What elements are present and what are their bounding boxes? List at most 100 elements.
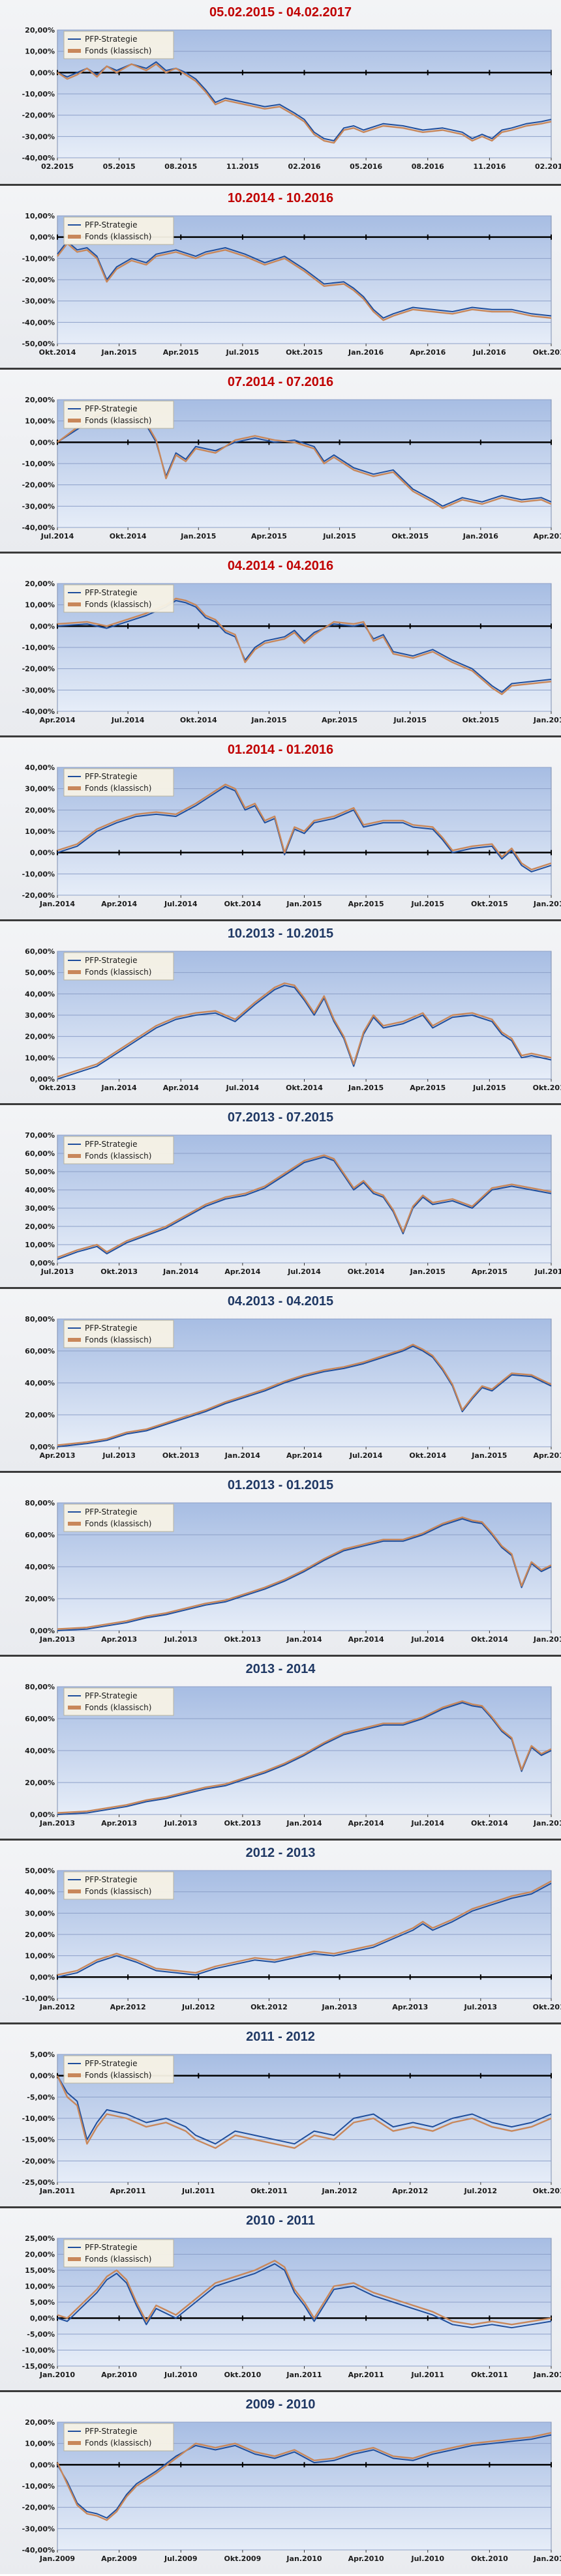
x-tick-label: Jul.2014 — [164, 900, 198, 908]
y-tick-label: 0,00% — [30, 1811, 55, 1819]
y-tick-label: 40,00% — [25, 990, 55, 998]
y-tick-label: -10,00% — [22, 460, 55, 468]
chart-svg: 50,00% 40,00% 30,00% 20,00% 10,00% 0,00% -10,0… — [22, 1867, 561, 2011]
y-tick-label: -5,00% — [27, 2330, 55, 2339]
x-tick-label: Jan.2010 — [286, 2554, 322, 2563]
x-tick-label: 08.2016 — [412, 162, 444, 171]
x-tick-label: Jan.2011 — [39, 2187, 75, 2195]
chart-title: 04.2014 - 04.2016 — [227, 559, 334, 573]
x-tick-label: Jan.2014 — [101, 1084, 137, 1092]
y-tick-label: -20,00% — [22, 2157, 55, 2165]
legend-label: Fonds (klassisch) — [85, 1519, 151, 1528]
x-tick-label: Jan.2015 — [250, 716, 286, 724]
y-tick-label: 10,00% — [25, 417, 55, 426]
legend-box — [63, 216, 174, 245]
chart-title: 10.2014 - 10.2016 — [227, 191, 334, 205]
x-tick-label: Jul.2009 — [164, 2554, 198, 2563]
series-line — [57, 1880, 552, 1976]
x-tick-label: Jul.2012 — [181, 2003, 215, 2011]
x-tick-label: Jul.2014 — [111, 716, 145, 724]
y-tick-label: 10,00% — [25, 601, 55, 610]
x-tick-label: Jan.2014 — [286, 1819, 322, 1828]
x-tick-label: Jan.2015 — [101, 348, 137, 357]
y-tick-label: -10,00% — [22, 254, 55, 263]
legend-label: PFP-Strategie — [85, 588, 137, 597]
x-tick-label: Apr.2016 — [410, 348, 446, 357]
y-tick-label: 10,00% — [25, 212, 55, 220]
x-tick-label: Okt.2013 — [162, 1451, 200, 1460]
series-line — [57, 982, 552, 1078]
y-tick-label: -40,00% — [22, 524, 55, 532]
x-tick-label: Apr.2010 — [101, 2371, 137, 2379]
x-tick-label: Jan.2015 — [533, 1635, 561, 1644]
y-tick-label: 40,00% — [25, 763, 55, 772]
y-tick-label: 20,00% — [25, 1779, 55, 1787]
chart-title: 2010 - 2011 — [246, 2213, 315, 2228]
y-tick-label: 20,00% — [25, 1033, 55, 1041]
y-tick-label: 0,00% — [30, 1973, 55, 1981]
x-tick-label: Okt.2014 — [471, 1635, 508, 1644]
y-tick-label: 10,00% — [25, 2440, 55, 2448]
y-tick-label: 60,00% — [25, 947, 55, 956]
y-tick-label: 0,00% — [30, 233, 55, 242]
x-tick-label: Jan.2011 — [286, 2371, 322, 2379]
x-tick-label: Apr.2009 — [101, 2554, 137, 2563]
legend-box — [63, 1320, 174, 1348]
chart-title: 2013 - 2014 — [245, 1662, 316, 1676]
y-tick-label: 40,00% — [25, 1747, 55, 1755]
y-tick-label: 60,00% — [25, 1715, 55, 1723]
x-tick-label: Apr.2014 — [101, 900, 137, 908]
legend-label: PFP-Strategie — [85, 1324, 137, 1333]
x-tick-label: Apr.2014 — [39, 716, 75, 724]
chart-svg: 25,00% 20,00% 15,00% 10,00% 5,00% 0,00% -5,00%… — [22, 2234, 561, 2379]
y-tick-label: 10,00% — [25, 827, 55, 836]
y-tick-label: 40,00% — [25, 1379, 55, 1387]
x-tick-label: Okt.2014 — [409, 1451, 446, 1460]
legend-label: PFP-Strategie — [85, 1140, 137, 1149]
chart-svg: 5,00% 0,00% -5,00% -10,00% -15,00% -20,00% -25… — [22, 2050, 561, 2195]
x-tick-label: Okt.2015 — [533, 1084, 561, 1092]
x-tick-label: Jul.2014 — [226, 1084, 260, 1092]
chart-svg: 20,00% 10,00% 0,00% -10,00% -20,00% -30,00% -4… — [22, 396, 561, 540]
x-tick-label: Jul.2015 — [322, 532, 356, 540]
y-tick-label: -30,00% — [22, 686, 55, 694]
y-tick-label: 20,00% — [25, 2251, 55, 2259]
series-line — [56, 2432, 552, 2521]
chart-panel: 2010 - 2011 25,00% 20,00% 15,00% 10,00% 5,00%… — [0, 2206, 561, 2390]
x-tick-label: 05.2016 — [350, 162, 382, 171]
chart-panel: 01.2014 - 01.2016 40,00% 30,00% 20,00% 10,00… — [0, 735, 561, 919]
y-tick-label: 0,00% — [30, 1627, 55, 1635]
x-tick-label: Okt.2010 — [471, 2554, 508, 2563]
y-tick-label: 60,00% — [25, 1531, 55, 1539]
x-tick-label: 02.2017 — [535, 162, 561, 171]
y-tick-label: -50,00% — [22, 340, 55, 348]
chart-panel: 07.2013 - 07.2015 70,00% 60,00% 50,00% 40,00… — [0, 1103, 561, 1287]
series-line — [57, 1702, 552, 1815]
series-line — [57, 1156, 552, 1260]
legend-box — [63, 2055, 174, 2084]
y-tick-label: 60,00% — [25, 1149, 55, 1158]
chart-title: 01.2014 - 01.2016 — [227, 743, 334, 757]
x-tick-label: Apr.2014 — [286, 1451, 322, 1460]
y-tick-label: 20,00% — [25, 1931, 55, 1939]
x-tick-label: Jul.2016 — [472, 348, 506, 357]
x-tick-label: Jul.2013 — [40, 1267, 74, 1276]
x-tick-label: Jul.2014 — [40, 532, 74, 540]
y-tick-label: -10,00% — [22, 2482, 55, 2491]
x-tick-label: Jan.2009 — [39, 2554, 75, 2563]
legend-label: Fonds (klassisch) — [85, 2071, 151, 2080]
y-tick-label: 0,00% — [30, 1443, 55, 1451]
x-tick-label: Okt.2016 — [533, 348, 561, 357]
x-tick-label: Apr.2011 — [348, 2371, 384, 2379]
x-tick-label: Okt.2014 — [224, 900, 262, 908]
series-line — [57, 786, 552, 873]
x-tick-label: Jul.2013 — [464, 2003, 498, 2011]
x-tick-label: Okt.2014 — [348, 1267, 385, 1276]
chart-title: 07.2013 - 07.2015 — [227, 1110, 334, 1125]
y-tick-label: 20,00% — [25, 1411, 55, 1419]
y-tick-label: -10,00% — [22, 2114, 55, 2123]
chart-title: 04.2013 - 04.2015 — [227, 1294, 334, 1309]
x-tick-label: Apr.2014 — [348, 1635, 384, 1644]
legend-box — [63, 400, 174, 429]
x-tick-label: 02.2015 — [41, 162, 74, 171]
